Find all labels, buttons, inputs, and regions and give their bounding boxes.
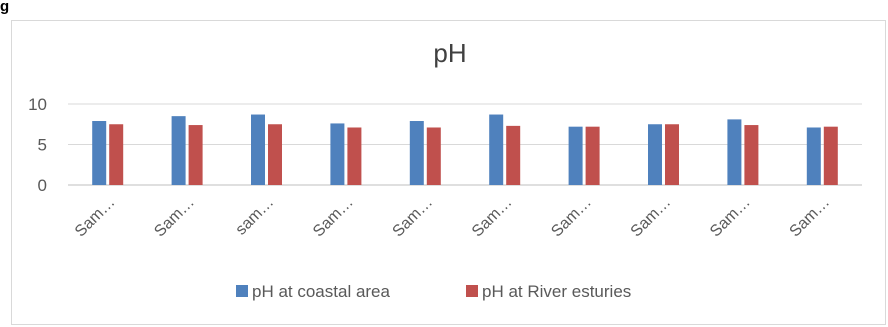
bar-coastal-9 xyxy=(727,119,742,185)
category-label: Sam… xyxy=(151,194,198,241)
category-label: Sam… xyxy=(787,194,834,241)
bar-coastal-3 xyxy=(251,114,265,185)
y-tick-label: 0 xyxy=(38,176,47,195)
corner-text: g xyxy=(0,0,10,15)
gridlines xyxy=(68,103,862,186)
legend-swatch-2 xyxy=(466,285,478,297)
bar-river-2 xyxy=(188,125,203,185)
bars xyxy=(92,114,838,185)
bar-river-3 xyxy=(268,124,282,185)
bar-coastal-10 xyxy=(806,127,821,185)
bar-coastal-7 xyxy=(568,126,583,185)
bar-river-7 xyxy=(585,126,600,185)
category-label: Sam… xyxy=(707,194,754,241)
category-label: Sam… xyxy=(310,194,357,241)
legend: pH at coastal area pH at River esturies xyxy=(236,282,631,301)
chart-title: pH xyxy=(433,38,466,68)
y-tick-label: 10 xyxy=(28,95,47,114)
legend-swatch-1 xyxy=(236,285,248,297)
x-axis-categories: Sam… Sam… sam… Sam… Sam… Sam… Sam… Sam… Sam… Sam… xyxy=(72,194,833,241)
bar-river-5 xyxy=(426,127,441,185)
bar-coastal-5 xyxy=(409,121,424,185)
bar-coastal-4 xyxy=(330,123,345,185)
bar-river-9 xyxy=(744,125,759,185)
category-label: Sam… xyxy=(548,194,595,241)
category-label: Sam… xyxy=(469,194,516,241)
bar-coastal-6 xyxy=(489,114,504,185)
bar-river-10 xyxy=(823,126,838,185)
legend-label-2: pH at River esturies xyxy=(482,282,631,301)
y-tick-label: 5 xyxy=(38,136,47,155)
bar-coastal-8 xyxy=(648,124,662,185)
bar-river-6 xyxy=(506,125,521,185)
y-axis-ticks: 0 5 10 xyxy=(28,95,47,195)
category-label: Sam… xyxy=(72,194,119,241)
bar-river-4 xyxy=(347,127,362,185)
bar-coastal-2 xyxy=(171,116,186,185)
category-label: Sam… xyxy=(628,194,675,241)
category-label: sam… xyxy=(233,194,278,239)
bar-river-1 xyxy=(109,124,124,185)
legend-label-1: pH at coastal area xyxy=(252,282,391,301)
bar-river-8 xyxy=(665,124,679,185)
category-label: Sam… xyxy=(390,194,437,241)
bar-coastal-1 xyxy=(92,121,107,185)
